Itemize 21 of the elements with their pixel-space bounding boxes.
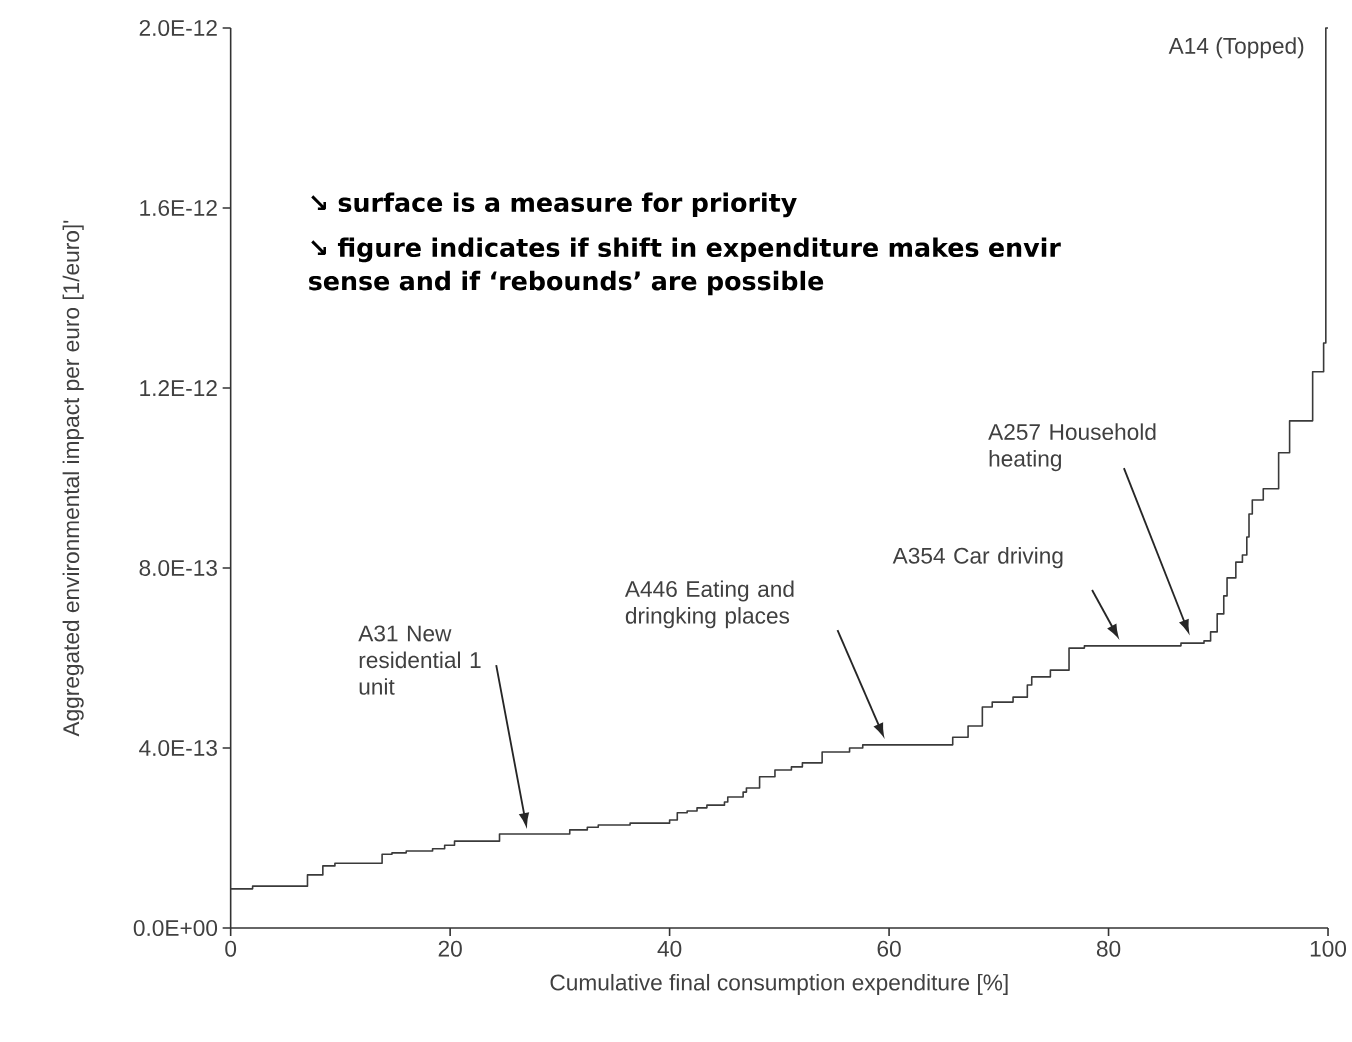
annotation: ↘ surface is a measure for priority bbox=[311, 192, 797, 218]
annotation: A354 Car driving bbox=[892, 547, 1063, 569]
annotation: A31 New residential 1 unit bbox=[358, 625, 481, 695]
y-tick-label: 2.0E-12 bbox=[139, 19, 217, 37]
x-tick-label: 0 bbox=[225, 940, 237, 957]
annotation: A446 Eating and dringking places bbox=[624, 580, 794, 629]
annotation: A14 (Topped) bbox=[1168, 37, 1304, 59]
x-tick-label: 80 bbox=[1096, 940, 1121, 957]
y-tick-label: 0.0E+00 bbox=[133, 919, 218, 937]
y-tick-label: 1.6E-12 bbox=[140, 199, 217, 217]
x-tick-label: 20 bbox=[438, 940, 462, 957]
x-tick-label: 60 bbox=[877, 940, 901, 957]
annotation: ↘ figure indicates if shift in expenditure makes envir sense and if ‘rebounds’ are possible bbox=[309, 237, 1061, 296]
x-tick-label: 100 bbox=[1310, 940, 1347, 957]
y-tick-label: 4.0E-13 bbox=[139, 739, 217, 757]
x-tick-label: 40 bbox=[657, 940, 682, 957]
annotation: A257 Household heating bbox=[988, 423, 1156, 472]
y-tick-label: 8.0E-13 bbox=[139, 559, 217, 577]
y-tick-label: 1.2E-12 bbox=[140, 380, 217, 396]
y-axis-title: Aggregated environmental impact per euro [1/euro]' bbox=[62, 220, 84, 737]
x-axis-title: Cumulative final consumption expenditure [%] bbox=[550, 973, 1008, 996]
